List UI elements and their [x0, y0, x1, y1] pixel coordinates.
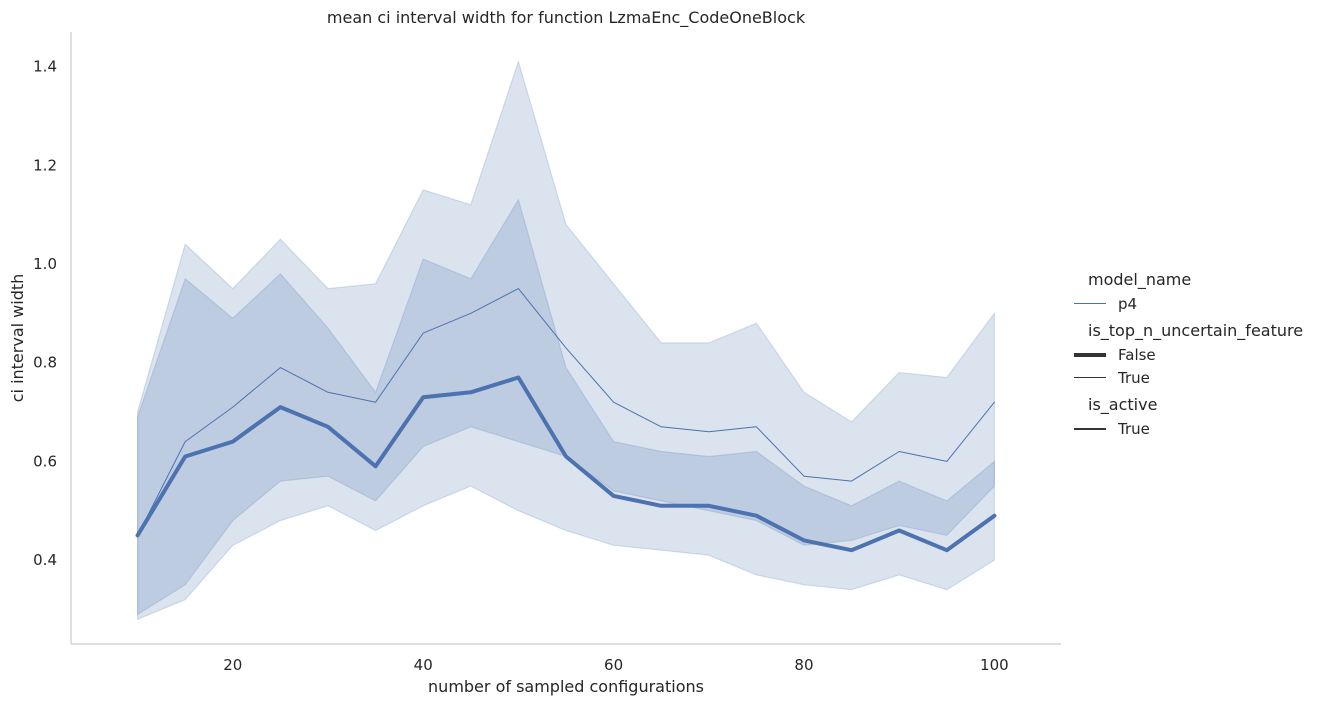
- y-tick-label: 1.0: [33, 255, 57, 273]
- x-ticks: 20 40 60 80 100: [223, 656, 1008, 674]
- x-tick-label: 100: [980, 656, 1009, 674]
- legend-title-top-n: is_top_n_uncertain_feature: [1088, 321, 1304, 340]
- legend-label-false: False: [1118, 345, 1156, 364]
- legend-swatch-true: [1074, 377, 1106, 378]
- x-axis-label: number of sampled configurations: [428, 677, 704, 696]
- legend-swatch-active: [1074, 427, 1106, 430]
- legend-label-true: True: [1118, 368, 1150, 387]
- legend-swatch-p4: [1074, 303, 1106, 304]
- series-line-true: [137, 288, 995, 536]
- x-tick-label: 80: [794, 656, 813, 674]
- ci-band-false: [137, 198, 996, 621]
- x-tick-label: 60: [604, 656, 623, 674]
- legend-entry-true: True: [1074, 366, 1303, 389]
- legend-label-p4: p4: [1118, 294, 1138, 313]
- series-line-false: [135, 375, 997, 553]
- ci-band-true: [137, 59, 996, 616]
- legend-title-model-name: model_name: [1088, 270, 1192, 289]
- legend-entry-false: False: [1074, 343, 1303, 366]
- y-tick-label: 1.2: [33, 156, 57, 174]
- x-tick-label: 40: [414, 656, 433, 674]
- legend-swatch-false: [1074, 352, 1106, 357]
- y-tick-label: 0.8: [33, 354, 57, 372]
- y-axis-label: ci interval width: [8, 274, 27, 403]
- legend-entry-active-true: True: [1074, 417, 1303, 440]
- legend-title-is-active: is_active: [1088, 395, 1158, 414]
- legend-label-active-true: True: [1118, 419, 1150, 438]
- x-tick-label: 20: [223, 656, 242, 674]
- y-tick-label: 0.6: [33, 452, 57, 470]
- y-ticks: 0.4 0.6 0.8 1.0 1.2 1.4: [33, 58, 57, 570]
- y-tick-label: 0.4: [33, 551, 57, 569]
- legend-entry-p4: p4: [1074, 292, 1303, 315]
- y-tick-label: 1.4: [33, 58, 57, 76]
- chart-title: mean ci interval width for function Lzma…: [327, 8, 806, 28]
- legend: model_name p4 is_top_n_uncertain_feature…: [1074, 270, 1303, 440]
- plot-area: [135, 59, 997, 621]
